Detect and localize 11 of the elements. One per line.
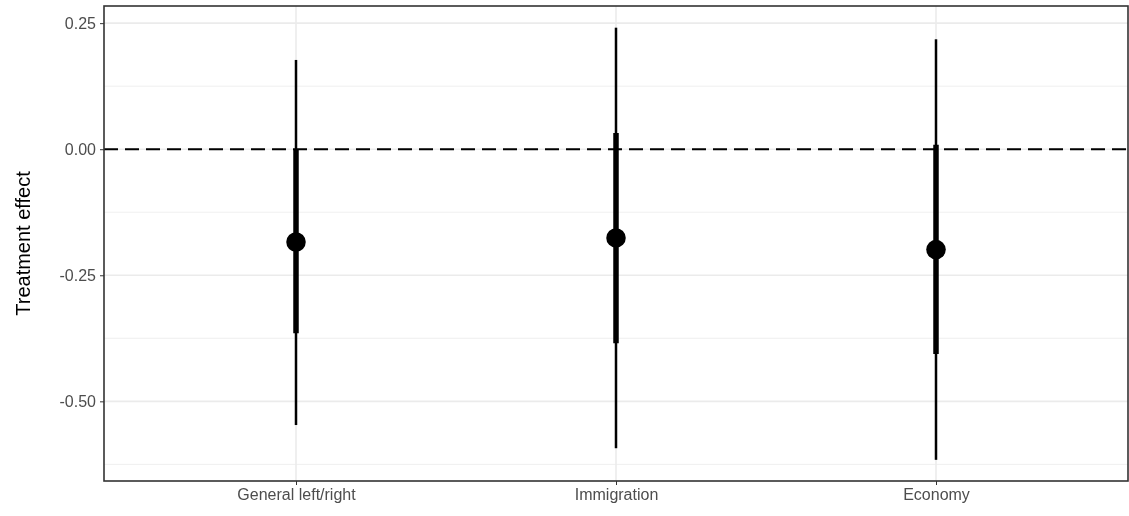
x-tick-label: General left/right: [237, 486, 357, 504]
x-tick-label: Economy: [903, 486, 970, 504]
y-axis-title: Treatment effect: [12, 170, 34, 316]
point: [286, 232, 306, 252]
y-tick-label: 0.00: [64, 140, 97, 158]
y-tick-label: -0.25: [59, 266, 97, 284]
y-tick-label: 0.25: [64, 14, 97, 32]
point: [606, 228, 626, 248]
y-tick-label: -0.50: [59, 392, 97, 410]
point: [926, 239, 946, 260]
x-tick-label: Immigration: [574, 486, 659, 504]
